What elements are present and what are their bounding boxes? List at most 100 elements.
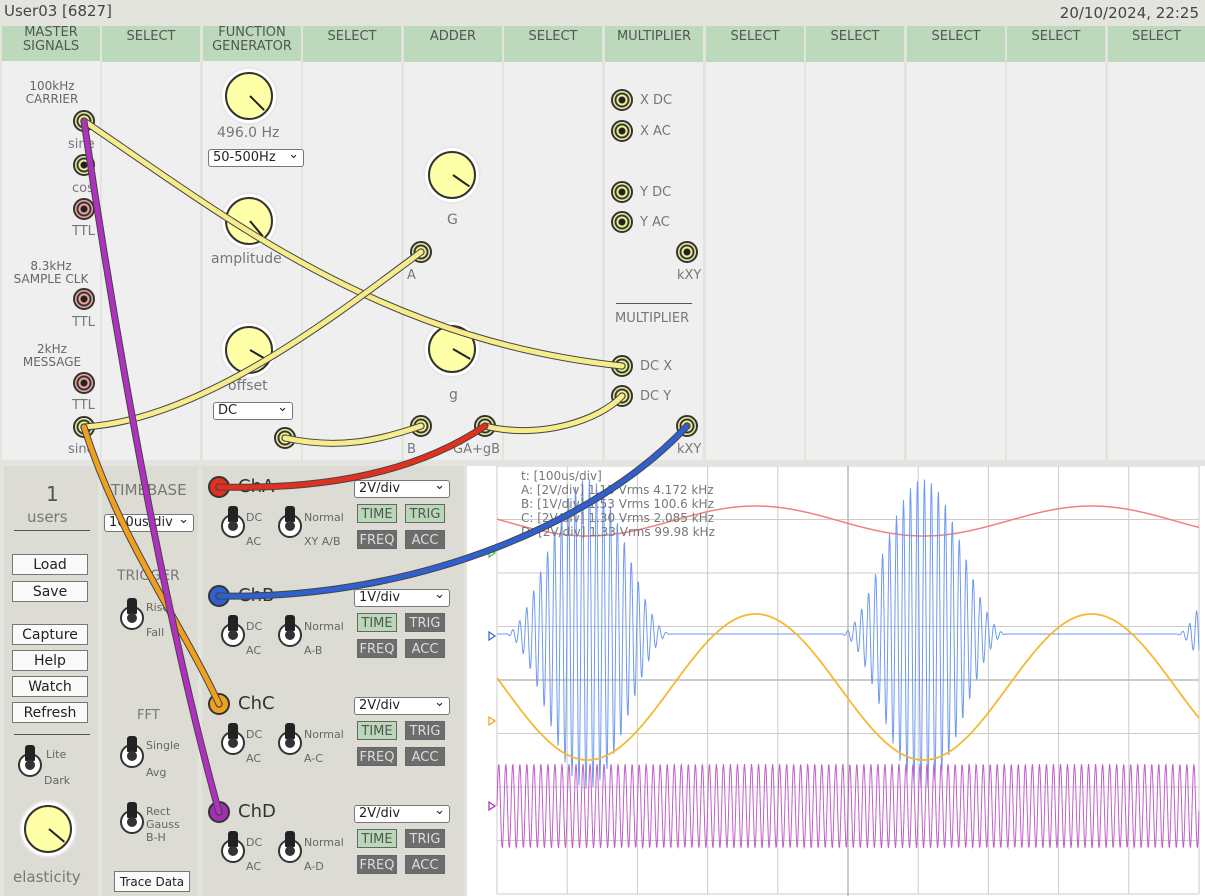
freq-button[interactable]: FREQ <box>357 639 397 658</box>
trig-button[interactable]: TRIG <box>405 613 445 632</box>
message-ttl-socket[interactable] <box>73 372 95 394</box>
sine-label-2: sine <box>68 442 95 457</box>
channel-name: ChC <box>238 693 275 714</box>
volts-per-div-select[interactable]: 2V/div <box>354 695 450 715</box>
clk-ttl-socket[interactable] <box>73 288 95 310</box>
dark-label: Dark <box>44 774 71 787</box>
multiplier-dcx-socket[interactable] <box>611 355 633 377</box>
frequency-range-select[interactable]: 50-500Hz <box>208 147 304 167</box>
carrier-sine-socket[interactable] <box>73 110 95 132</box>
slot-title: MASTER SIGNALS <box>2 26 100 61</box>
mode-toggle[interactable] <box>278 506 302 538</box>
freq-button[interactable]: FREQ <box>357 747 397 766</box>
slot-title[interactable]: SELECT <box>1007 26 1105 62</box>
slot-title[interactable]: SELECT <box>806 26 904 62</box>
adder-output-socket[interactable] <box>474 415 496 437</box>
fft-mode-toggle[interactable] <box>120 736 144 768</box>
trace-chd <box>496 762 1200 850</box>
slot-title[interactable]: SELECT <box>303 26 401 62</box>
ac-label: AC <box>246 535 262 548</box>
coupling-toggle[interactable] <box>221 506 245 538</box>
load-button[interactable]: Load <box>12 554 88 575</box>
sample-clk-label: 8.3kHz SAMPLE CLK <box>13 259 89 286</box>
elasticity-knob[interactable] <box>24 805 72 853</box>
trigger-edge-toggle[interactable] <box>120 598 144 630</box>
multiplier-ydc-socket[interactable] <box>611 181 633 203</box>
slot-title: FUNCTION GENERATOR <box>203 26 301 61</box>
channel-input-socket[interactable] <box>208 585 230 607</box>
slot-title[interactable]: SELECT <box>102 26 200 62</box>
time-button[interactable]: TIME <box>357 721 397 740</box>
help-button[interactable]: Help <box>12 650 88 671</box>
math-label: XY A/B <box>304 535 341 548</box>
slot-10: SELECT <box>907 26 1005 460</box>
amplitude-knob[interactable] <box>225 197 273 245</box>
coupling-toggle[interactable] <box>221 723 245 755</box>
multiplier-yac-socket[interactable] <box>611 211 633 233</box>
message-sine-socket[interactable] <box>73 416 95 438</box>
fft-window-toggle[interactable] <box>120 802 144 834</box>
frequency-knob[interactable] <box>225 72 273 120</box>
scope-readout-line: C: [2V/div] 1.30 Vrms 2.085 kHz <box>521 511 715 525</box>
coupling-toggle[interactable] <box>221 615 245 647</box>
offset-knob[interactable] <box>225 326 273 374</box>
acc-button[interactable]: ACC <box>405 747 445 766</box>
fft-title: FFT <box>137 708 160 723</box>
acc-button[interactable]: ACC <box>405 530 445 549</box>
offset-mode-select[interactable]: DC <box>213 400 293 420</box>
adder-g-knob[interactable] <box>428 325 476 373</box>
trig-button[interactable]: TRIG <box>405 721 445 740</box>
slot-title[interactable]: SELECT <box>504 26 602 62</box>
funcgen-output-socket[interactable] <box>274 427 296 449</box>
watch-button[interactable]: Watch <box>12 676 88 697</box>
scope-readout-line: D: [2V/div] 1.33 Vrms 99.98 kHz <box>521 525 715 539</box>
trace-data-button[interactable]: Trace Data <box>114 871 190 892</box>
trig-button[interactable]: TRIG <box>405 829 445 848</box>
slot-title[interactable]: SELECT <box>907 26 1005 62</box>
fall-label: Fall <box>146 626 165 639</box>
volts-per-div-select[interactable]: 2V/div <box>354 478 450 498</box>
channel-input-socket[interactable] <box>208 476 230 498</box>
freq-button[interactable]: FREQ <box>357 855 397 874</box>
dcy-label: DC Y <box>640 389 672 404</box>
carrier-ttl-socket[interactable] <box>73 198 95 220</box>
channel-name: ChA <box>238 476 275 497</box>
user-label: User03 [6827] <box>4 2 112 20</box>
theme-toggle[interactable] <box>18 745 42 777</box>
freq-button[interactable]: FREQ <box>357 530 397 549</box>
adder-G-knob[interactable] <box>428 151 476 199</box>
channel-input-socket[interactable] <box>208 693 230 715</box>
carrier-cos-socket[interactable] <box>73 154 95 176</box>
multiplier-dcy-socket[interactable] <box>611 385 633 407</box>
adder-B-socket[interactable] <box>410 415 432 437</box>
timebase-select[interactable]: 100us/div <box>104 512 194 532</box>
mode-toggle[interactable] <box>278 723 302 755</box>
mode-toggle[interactable] <box>278 615 302 647</box>
acc-button[interactable]: ACC <box>405 639 445 658</box>
time-button[interactable]: TIME <box>357 829 397 848</box>
time-button[interactable]: TIME <box>357 613 397 632</box>
coupling-toggle[interactable] <box>221 831 245 863</box>
scope-readout: t: [100us/div] A: [2V/div] 1.13 Vrms 4.17… <box>521 469 715 539</box>
save-button[interactable]: Save <box>12 581 88 602</box>
slot-title[interactable]: SELECT <box>1108 26 1205 62</box>
channel-input-socket[interactable] <box>208 801 230 823</box>
slot-title[interactable]: SELECT <box>706 26 804 62</box>
multiplier-xdc-socket[interactable] <box>611 89 633 111</box>
volts-per-div-select[interactable]: 1V/div <box>354 587 450 607</box>
slot-8: SELECT <box>706 26 804 460</box>
multiplier-output-socket[interactable] <box>676 415 698 437</box>
ac-label: AC <box>246 860 262 873</box>
capture-button[interactable]: Capture <box>12 624 88 645</box>
refresh-button[interactable]: Refresh <box>12 702 88 723</box>
adder-A-socket[interactable] <box>410 241 432 263</box>
volts-per-div-select[interactable]: 2V/div <box>354 803 450 823</box>
trig-button[interactable]: TRIG <box>405 504 445 523</box>
multiplier-kxy-socket[interactable] <box>676 241 698 263</box>
time-button[interactable]: TIME <box>357 504 397 523</box>
multiplier-xac-socket[interactable] <box>611 120 633 142</box>
mode-toggle[interactable] <box>278 831 302 863</box>
acc-button[interactable]: ACC <box>405 855 445 874</box>
slot-title: ADDER <box>404 26 502 62</box>
mode-label: Normal <box>304 620 344 633</box>
